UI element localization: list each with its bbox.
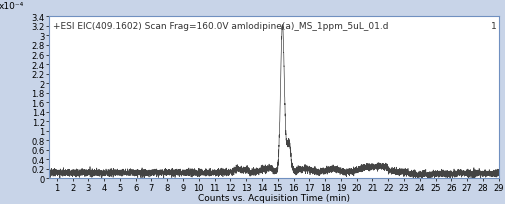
Text: +ESI EIC(409.1602) Scan Frag=160.0V amlodipine(a)_MS_1ppm_5uL_01.d: +ESI EIC(409.1602) Scan Frag=160.0V amlo…: [54, 22, 388, 31]
Text: x10⁻⁴: x10⁻⁴: [0, 2, 24, 11]
Text: 1: 1: [490, 22, 495, 31]
X-axis label: Counts vs. Acquisition Time (min): Counts vs. Acquisition Time (min): [197, 193, 349, 202]
